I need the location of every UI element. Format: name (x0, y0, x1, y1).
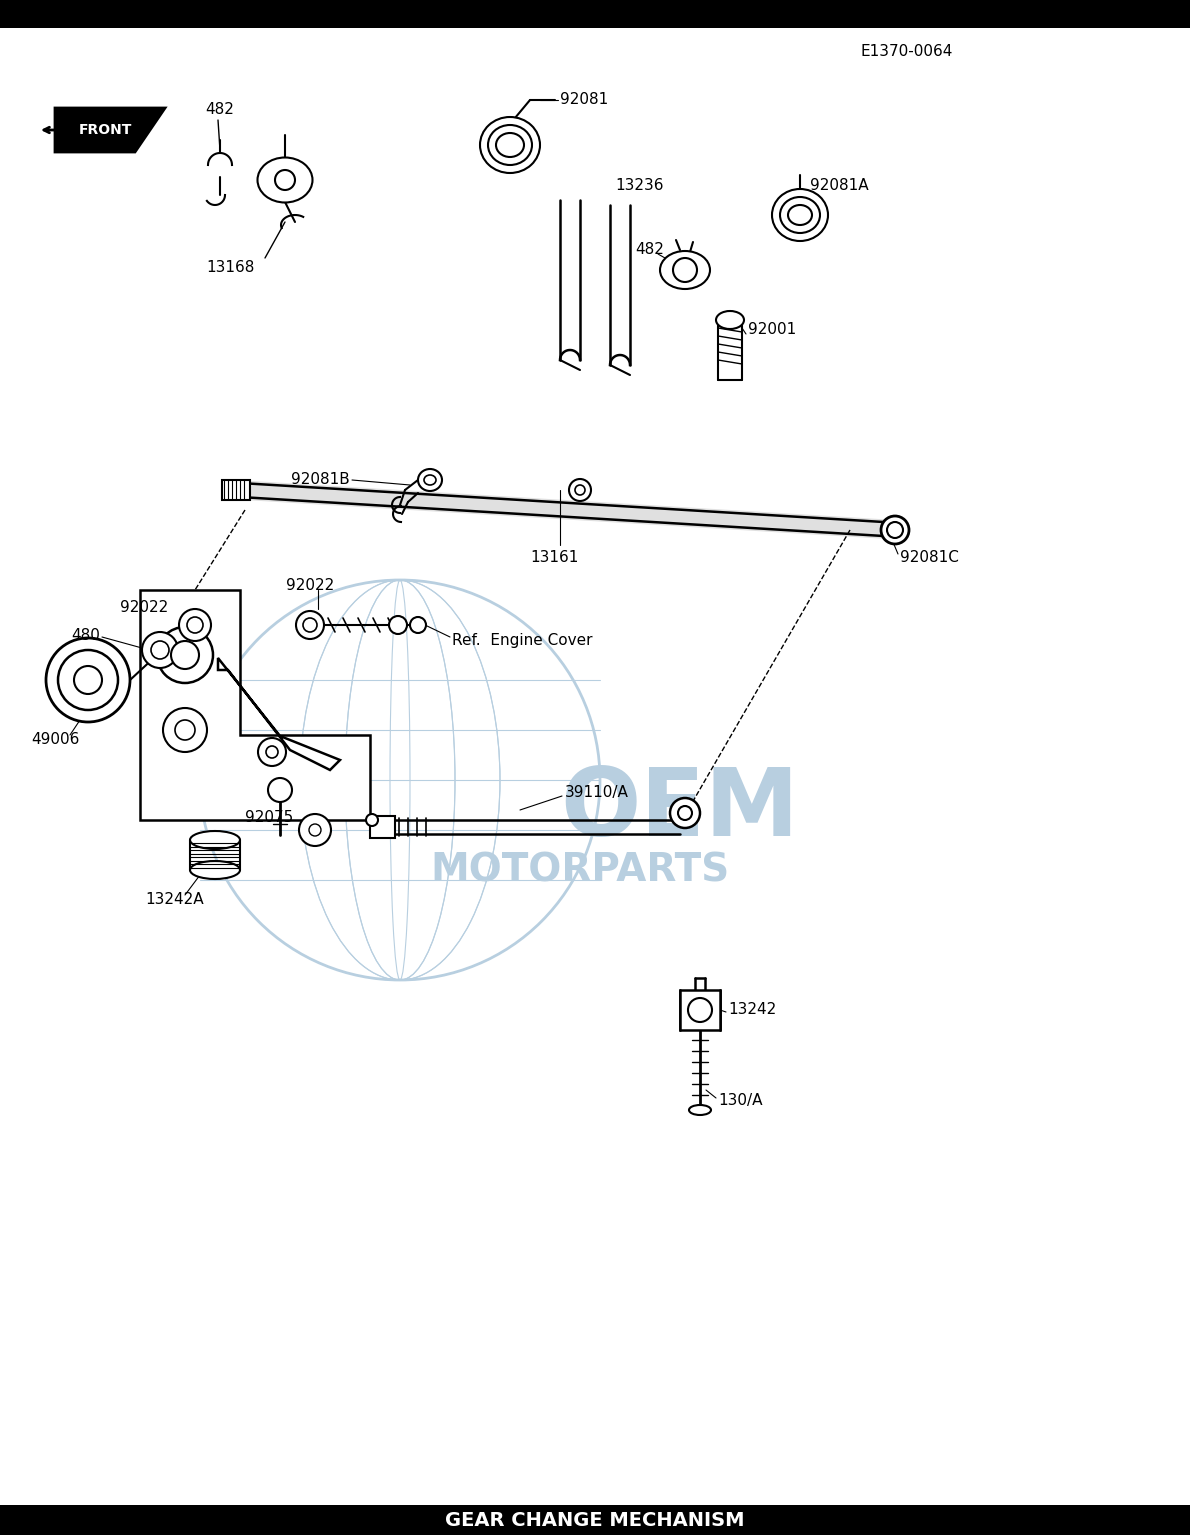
Text: 92001: 92001 (749, 322, 796, 338)
Circle shape (275, 170, 295, 190)
Circle shape (309, 824, 321, 837)
Circle shape (171, 642, 199, 669)
Ellipse shape (480, 117, 540, 173)
Text: 92081: 92081 (560, 92, 608, 107)
Ellipse shape (496, 134, 524, 157)
Ellipse shape (488, 124, 532, 164)
Text: E1370-0064: E1370-0064 (860, 45, 952, 60)
Ellipse shape (569, 479, 591, 500)
Circle shape (267, 746, 278, 758)
Text: 13168: 13168 (206, 261, 255, 275)
Text: 13161: 13161 (530, 551, 578, 565)
Bar (0, 1504, 1190, 1535)
Text: GEAR CHANGE MECHANISM: GEAR CHANGE MECHANISM (445, 1510, 745, 1529)
Ellipse shape (257, 158, 313, 203)
Ellipse shape (716, 312, 744, 328)
Text: 13242A: 13242A (145, 892, 205, 907)
Text: Ref.  Engine Cover: Ref. Engine Cover (452, 632, 593, 648)
Bar (223, 480, 250, 500)
Text: 482: 482 (635, 243, 664, 258)
Text: 49006: 49006 (31, 732, 80, 748)
Text: 482: 482 (205, 103, 234, 118)
Ellipse shape (389, 616, 407, 634)
Text: 92081A: 92081A (810, 178, 869, 192)
Ellipse shape (190, 830, 240, 849)
Text: 130/A: 130/A (718, 1093, 763, 1107)
Circle shape (74, 666, 102, 694)
Text: 92022: 92022 (286, 577, 334, 593)
Circle shape (299, 814, 331, 846)
Ellipse shape (303, 619, 317, 632)
Ellipse shape (367, 814, 378, 826)
Ellipse shape (190, 861, 240, 880)
Circle shape (187, 617, 203, 632)
Circle shape (258, 738, 286, 766)
Ellipse shape (296, 611, 324, 639)
Polygon shape (140, 589, 370, 820)
Circle shape (151, 642, 169, 659)
Circle shape (58, 649, 118, 711)
Ellipse shape (411, 617, 426, 632)
Circle shape (157, 626, 213, 683)
Ellipse shape (678, 806, 693, 820)
Ellipse shape (881, 516, 909, 543)
Circle shape (142, 632, 178, 668)
Ellipse shape (887, 522, 903, 537)
Ellipse shape (670, 798, 700, 827)
Text: 92022: 92022 (120, 600, 168, 616)
Circle shape (163, 708, 207, 752)
Bar (370, 817, 395, 838)
Ellipse shape (788, 206, 812, 226)
Circle shape (175, 720, 195, 740)
Text: OEM: OEM (560, 764, 798, 857)
Polygon shape (218, 659, 340, 771)
Text: MOTORPARTS: MOTORPARTS (430, 850, 729, 889)
Text: FRONT: FRONT (79, 123, 132, 137)
Polygon shape (679, 990, 720, 1030)
Circle shape (46, 639, 130, 721)
Polygon shape (55, 107, 165, 152)
Text: 39110/A: 39110/A (565, 784, 628, 800)
Ellipse shape (772, 189, 828, 241)
Circle shape (674, 258, 697, 282)
Text: 92081B: 92081B (292, 473, 350, 488)
Ellipse shape (424, 474, 436, 485)
Ellipse shape (660, 252, 710, 289)
Text: 13236: 13236 (615, 178, 664, 192)
Bar (0, 0, 1190, 28)
Ellipse shape (575, 485, 585, 494)
Text: 480: 480 (71, 628, 100, 643)
Circle shape (268, 778, 292, 801)
Circle shape (688, 998, 712, 1022)
Ellipse shape (418, 470, 441, 491)
Text: 92075: 92075 (245, 810, 293, 826)
Text: 92081C: 92081C (900, 551, 959, 565)
Ellipse shape (779, 196, 820, 233)
Circle shape (178, 609, 211, 642)
Ellipse shape (689, 1105, 710, 1114)
Text: 13242: 13242 (728, 1002, 776, 1018)
